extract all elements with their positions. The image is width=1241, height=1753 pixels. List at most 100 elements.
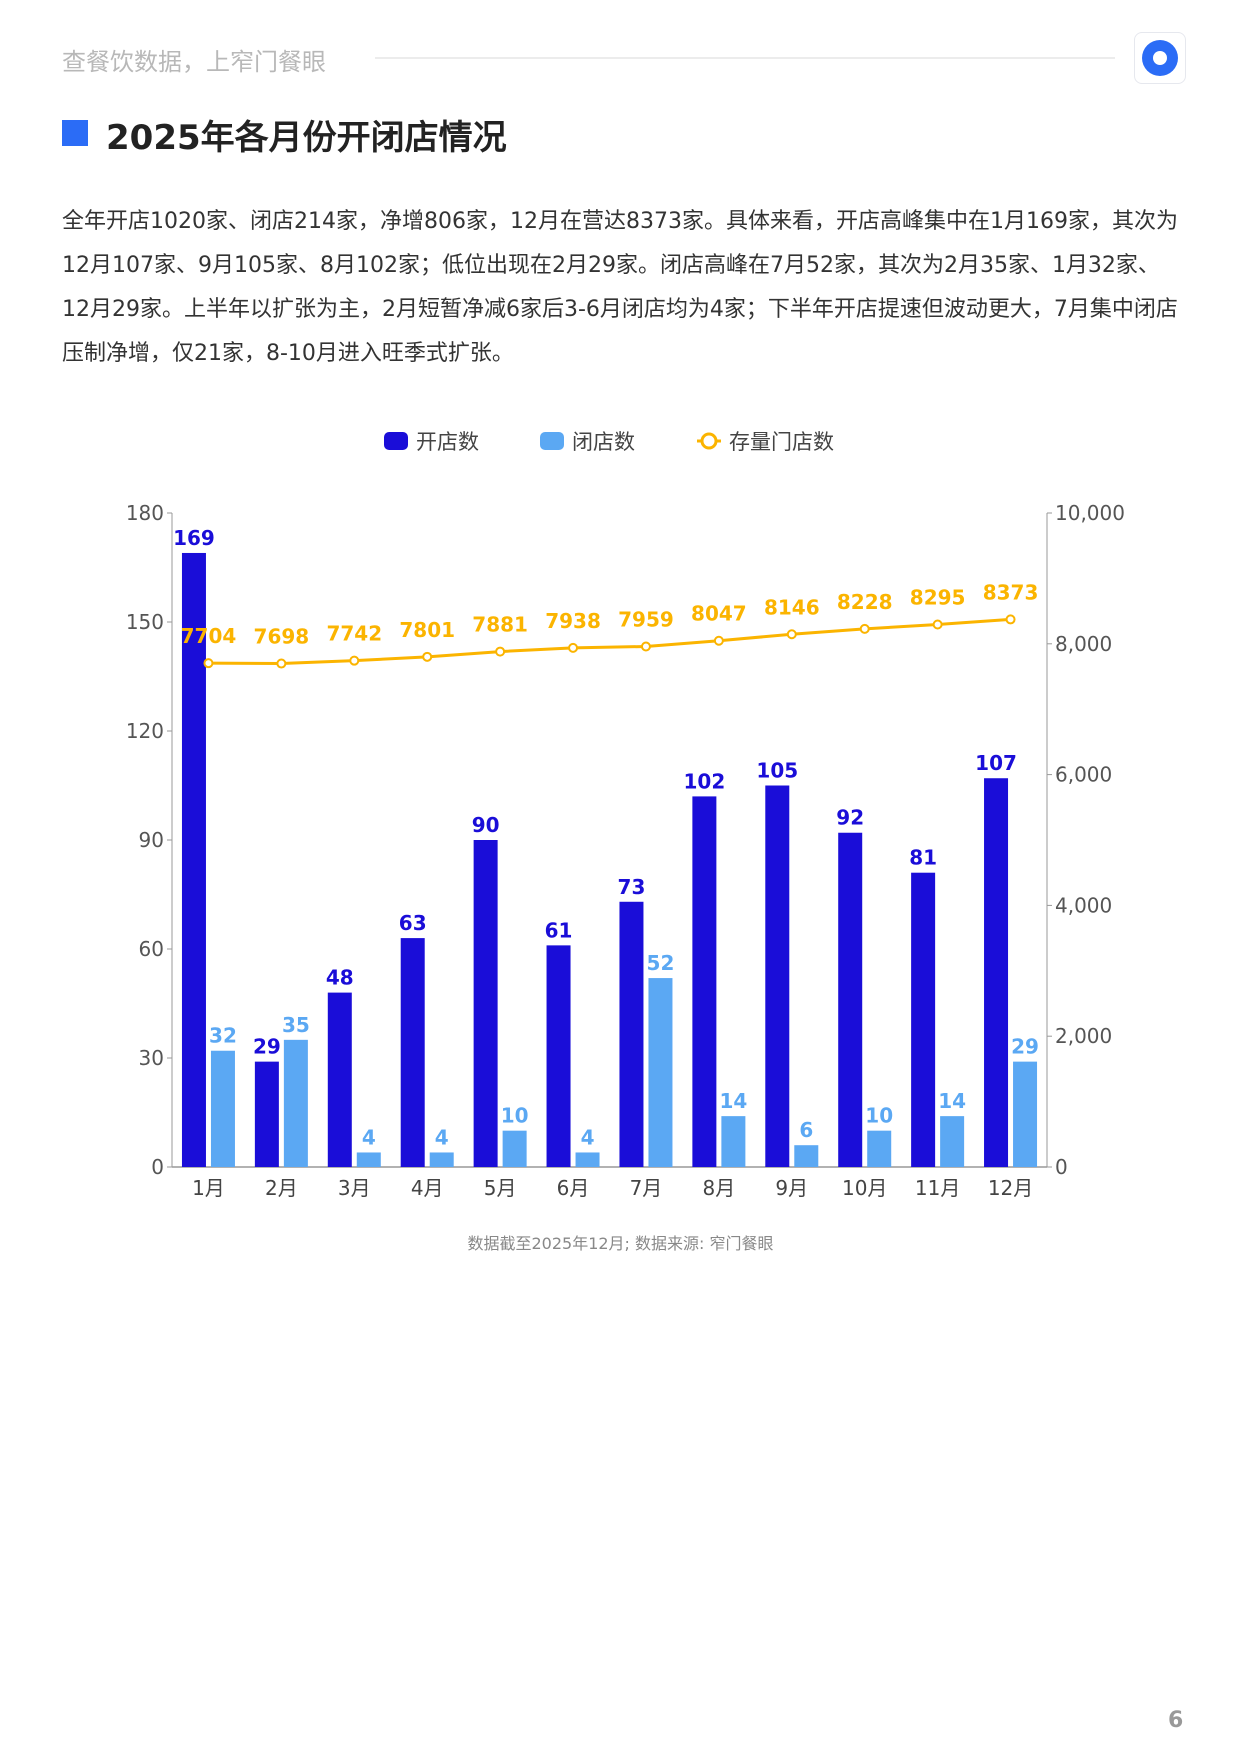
point-stock [495, 646, 506, 657]
page-number: 6 [1168, 1708, 1184, 1733]
bar-close [283, 1039, 308, 1167]
source-note: 数据截至2025年12月; 数据来源: 窄门餐眼 [467, 1234, 774, 1253]
x-axis-tick-label: 12月 [988, 1176, 1033, 1200]
summary-paragraph: 全年开店1020家、闭店214家，净增806家，12月在营达8373家。具体来看… [62, 209, 1178, 366]
data-label-close: 29 [1011, 1035, 1039, 1059]
data-label-open: 102 [684, 769, 726, 793]
bar-close [648, 978, 673, 1167]
left-axis-tick-label: 90 [139, 828, 164, 852]
header-divider [375, 57, 1115, 59]
point-stock [640, 641, 651, 652]
data-label-stock: 8295 [910, 586, 966, 610]
right-axis-tick-label: 8,000 [1055, 632, 1112, 656]
header-slogan: 查餐饮数据，上窄门餐眼 [62, 48, 326, 76]
data-label-open: 29 [253, 1035, 281, 1059]
x-axis-tick-label: 1月 [192, 1176, 225, 1200]
left-axis-tick-label: 120 [126, 719, 164, 743]
bar-open [327, 992, 352, 1167]
legend-swatch-open [384, 432, 408, 450]
bar-open [692, 796, 717, 1167]
left-axis-tick-label: 0 [151, 1155, 164, 1179]
data-label-stock: 7959 [618, 607, 674, 631]
data-label-stock: 8047 [691, 602, 747, 626]
left-axis-tick-label: 150 [126, 610, 164, 634]
x-axis-tick-label: 11月 [915, 1176, 960, 1200]
data-label-stock: 8373 [983, 580, 1039, 604]
point-stock [713, 635, 724, 646]
data-label-stock: 7801 [399, 618, 455, 642]
point-stock [859, 623, 870, 634]
right-axis-tick-label: 0 [1055, 1155, 1068, 1179]
zhaimen-logo-icon [1134, 32, 1186, 84]
bar-open [400, 938, 425, 1167]
bar-open [838, 832, 863, 1167]
point-stock [276, 658, 287, 669]
data-label-stock: 7698 [254, 625, 310, 649]
legend-label-close: 闭店数 [572, 430, 635, 454]
data-label-close: 4 [362, 1125, 376, 1149]
data-label-stock: 7938 [545, 609, 601, 633]
data-label-stock: 7742 [326, 622, 382, 646]
point-stock [786, 629, 797, 640]
data-label-close: 14 [938, 1089, 966, 1113]
bar-close [575, 1152, 600, 1167]
data-label-open: 92 [836, 806, 864, 830]
data-label-open: 61 [545, 918, 573, 942]
data-label-close: 4 [581, 1125, 595, 1149]
data-label-open: 73 [618, 875, 646, 899]
right-axis-tick-label: 10,000 [1055, 501, 1125, 525]
bar-open [546, 945, 571, 1167]
bar-close [940, 1116, 965, 1167]
bar-close [210, 1050, 235, 1167]
bar-close [1013, 1061, 1038, 1167]
data-label-close: 4 [435, 1125, 449, 1149]
data-label-stock: 7881 [472, 613, 528, 637]
right-axis-tick-label: 6,000 [1055, 763, 1112, 787]
x-axis-tick-label: 10月 [842, 1176, 887, 1200]
x-axis-tick-label: 9月 [775, 1176, 808, 1200]
data-label-close: 10 [865, 1104, 893, 1128]
bar-close [794, 1145, 819, 1167]
right-axis-tick-label: 4,000 [1055, 893, 1112, 917]
point-stock [203, 658, 214, 669]
bar-close [721, 1116, 746, 1167]
data-label-close: 52 [647, 951, 675, 975]
bar-open [765, 785, 790, 1167]
data-label-close: 10 [501, 1104, 529, 1128]
x-axis-tick-label: 8月 [703, 1176, 736, 1200]
x-axis-tick-label: 7月 [630, 1176, 663, 1200]
bar-close [429, 1152, 454, 1167]
bar-open [984, 778, 1009, 1167]
data-label-stock: 8228 [837, 590, 893, 614]
page-title: 2025年各月份开闭店情况 [106, 118, 507, 158]
left-axis-tick-label: 60 [139, 937, 164, 961]
bar-open [911, 872, 936, 1167]
legend-marker-stock [700, 432, 718, 450]
data-label-stock: 7704 [181, 624, 237, 648]
x-axis-tick-label: 6月 [557, 1176, 590, 1200]
data-label-close: 6 [799, 1118, 813, 1142]
point-stock [422, 651, 433, 662]
data-label-open: 48 [326, 966, 354, 990]
legend-label-open: 开店数 [416, 430, 479, 454]
bar-open [619, 901, 644, 1167]
data-label-open: 169 [173, 526, 215, 550]
data-label-stock: 8146 [764, 595, 820, 619]
bar-close [502, 1130, 527, 1167]
line-stock [208, 617, 1011, 666]
x-axis-tick-label: 5月 [484, 1176, 517, 1200]
bar-open [473, 840, 498, 1167]
chart: 0 30 60 90 120 150 180 0 2,000 4,000 6,000 8,000 10,… [126, 430, 1125, 1200]
title-mark-icon [62, 120, 88, 146]
bar-open [254, 1061, 279, 1167]
point-stock [1005, 614, 1016, 625]
left-axis-tick-label: 30 [139, 1046, 164, 1070]
data-label-open: 105 [756, 759, 798, 783]
bar-close [867, 1130, 892, 1167]
data-label-open: 63 [399, 911, 427, 935]
bar-close [356, 1152, 381, 1167]
bar-open [181, 552, 206, 1167]
data-label-open: 81 [909, 846, 937, 870]
x-axis-tick-label: 3月 [338, 1176, 371, 1200]
x-axis-tick-label: 2月 [265, 1176, 298, 1200]
